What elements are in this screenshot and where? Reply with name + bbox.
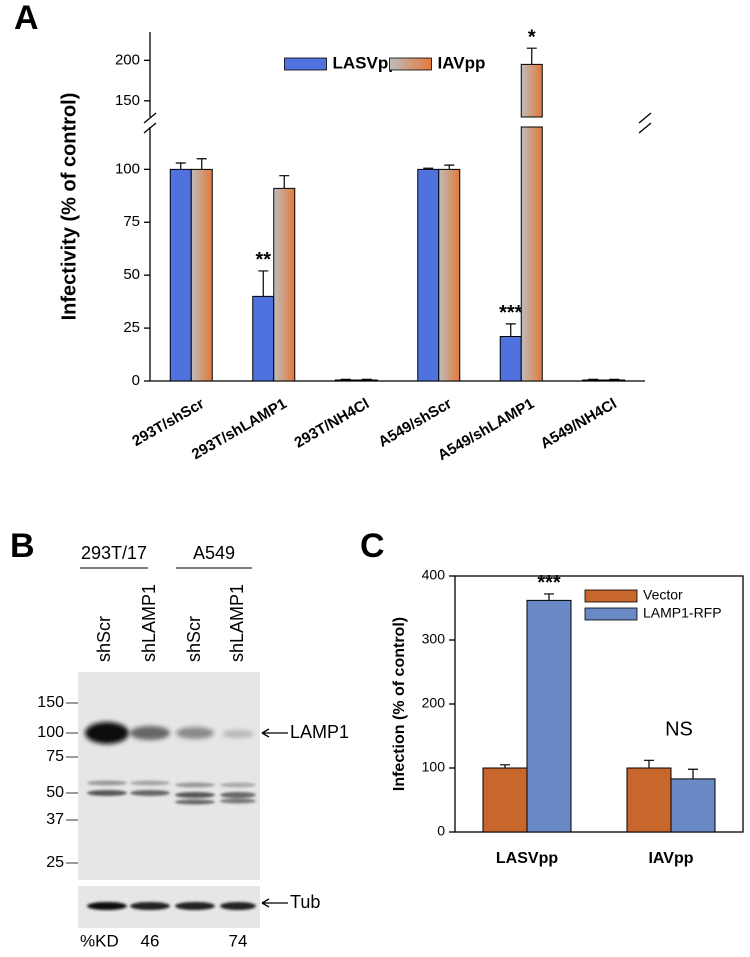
panel-label: A bbox=[14, 0, 39, 37]
significance-label: *** bbox=[537, 572, 561, 594]
x-tick-label: LASVpp bbox=[496, 850, 558, 867]
kd-value: 74 bbox=[229, 931, 248, 950]
y-tick-label: 400 bbox=[422, 567, 446, 583]
error-bar bbox=[688, 768, 698, 779]
axis-break bbox=[638, 122, 652, 134]
bar bbox=[355, 379, 378, 382]
group-label: 293T/17 bbox=[81, 543, 147, 563]
axis-break bbox=[143, 122, 157, 134]
band-label: Tub bbox=[290, 892, 320, 912]
y-tick-label: 100 bbox=[115, 160, 140, 177]
error-bar bbox=[500, 764, 510, 768]
bar bbox=[190, 168, 213, 382]
x-tick-label: 293T/shScr bbox=[129, 395, 207, 450]
lane-label: shScr bbox=[184, 616, 204, 662]
y-tick-label: 75 bbox=[123, 213, 140, 230]
x-tick-label: A549/shScr bbox=[375, 395, 454, 451]
significance-label: * bbox=[528, 26, 536, 48]
y-tick-label: 0 bbox=[437, 823, 445, 839]
legend-swatch bbox=[584, 607, 638, 621]
error-bar bbox=[544, 593, 554, 601]
band-arrow bbox=[261, 728, 288, 738]
y-tick-label: 200 bbox=[422, 695, 446, 711]
legend-swatch bbox=[389, 57, 432, 71]
legend-swatch bbox=[284, 57, 327, 71]
bar bbox=[252, 295, 275, 382]
marker-label: 37 bbox=[46, 811, 64, 828]
bar bbox=[334, 379, 357, 382]
axis-break bbox=[143, 112, 157, 124]
y-axis-label: Infectivity (% of control) bbox=[58, 93, 80, 321]
x-tick-label: 293T/NH4Cl bbox=[292, 395, 373, 451]
x-tick-label: A549/NH4Cl bbox=[538, 395, 620, 452]
marker-label: 75 bbox=[46, 748, 64, 765]
error-bar bbox=[444, 164, 455, 170]
group-label: NS bbox=[665, 719, 693, 741]
y-tick-label: 300 bbox=[422, 631, 446, 647]
axis-break bbox=[638, 112, 652, 124]
error-bar bbox=[609, 378, 620, 380]
bar bbox=[526, 599, 572, 833]
bar bbox=[520, 63, 543, 382]
error-bar bbox=[258, 270, 269, 297]
marker-label: 25 bbox=[46, 854, 64, 871]
bar bbox=[499, 336, 522, 382]
marker-label: 50 bbox=[46, 784, 64, 801]
y-tick-label: 50 bbox=[123, 266, 140, 283]
band-arrow bbox=[261, 898, 288, 908]
bar bbox=[417, 168, 440, 382]
group-label: A549 bbox=[193, 543, 235, 563]
error-bar bbox=[361, 378, 372, 380]
blot-image bbox=[78, 672, 260, 928]
marker-label: 100 bbox=[37, 724, 64, 741]
error-bar bbox=[644, 759, 654, 768]
bar bbox=[482, 767, 528, 833]
bar bbox=[670, 778, 716, 833]
error-bar bbox=[340, 378, 351, 380]
legend-label: LASVpp bbox=[333, 53, 399, 72]
y-tick-label: 200 bbox=[115, 51, 140, 68]
error-bar bbox=[196, 158, 207, 170]
significance-label: *** bbox=[499, 302, 523, 324]
y-axis-label: Infection (% of control) bbox=[391, 617, 408, 791]
marker-label: 150 bbox=[37, 694, 64, 711]
bar bbox=[582, 379, 605, 382]
panel-label: C bbox=[360, 527, 385, 565]
error-bar bbox=[279, 175, 290, 189]
legend-label: Vector bbox=[643, 587, 683, 603]
error-bar bbox=[588, 378, 599, 380]
kd-value: 46 bbox=[141, 931, 160, 950]
y-tick-label: 100 bbox=[422, 759, 446, 775]
legend-label: IAVpp bbox=[438, 53, 486, 72]
legend-label: LAMP1-RFP bbox=[643, 605, 722, 621]
kd-label: %KD bbox=[80, 931, 119, 950]
error-bar bbox=[175, 162, 186, 170]
lane-label: shScr bbox=[94, 616, 114, 662]
error-bar bbox=[526, 47, 537, 65]
error-bar bbox=[505, 323, 516, 337]
lane-label: shLAMP1 bbox=[139, 584, 159, 662]
y-tick-label: 25 bbox=[123, 319, 140, 336]
bar bbox=[626, 767, 672, 833]
bar bbox=[273, 187, 296, 382]
error-bar bbox=[423, 167, 434, 170]
bar bbox=[169, 168, 192, 382]
lane-label: shLAMP1 bbox=[227, 584, 247, 662]
bar bbox=[603, 379, 626, 382]
bar bbox=[438, 168, 461, 382]
significance-label: ** bbox=[255, 249, 271, 271]
legend-swatch bbox=[584, 589, 638, 603]
y-tick-label: 0 bbox=[132, 372, 140, 389]
y-tick-label: 150 bbox=[115, 92, 140, 109]
band-label: LAMP1 bbox=[290, 722, 349, 742]
x-tick-label: IAVpp bbox=[648, 850, 693, 867]
panel-label: B bbox=[10, 527, 35, 565]
